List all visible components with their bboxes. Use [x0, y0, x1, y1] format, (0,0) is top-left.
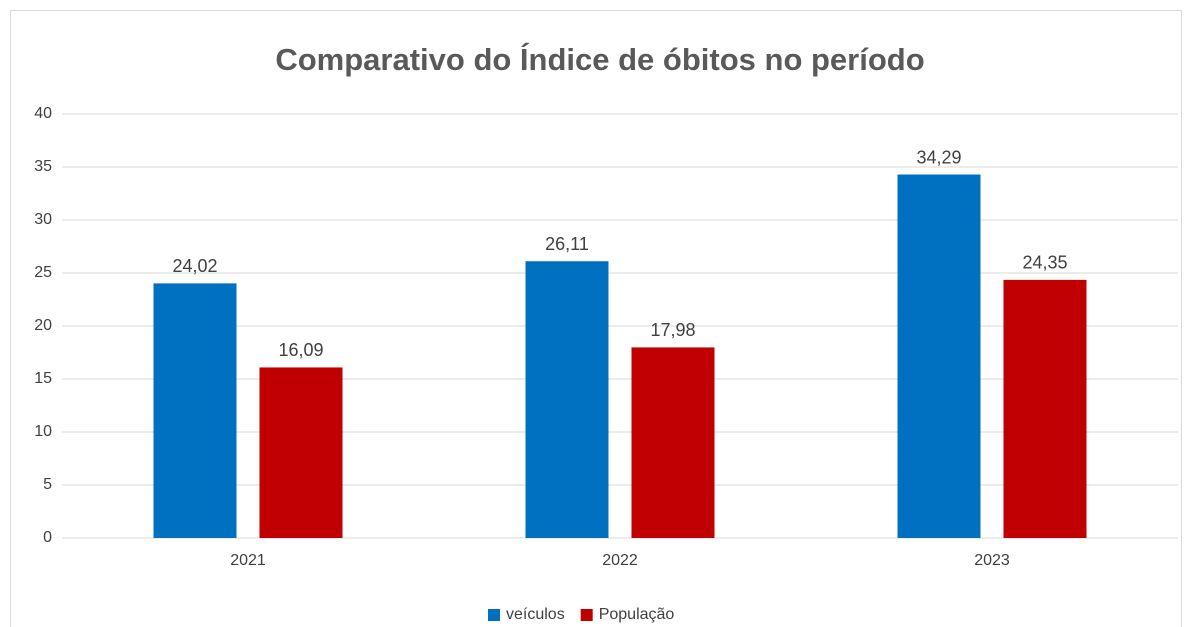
- x-tick-label: 2021: [230, 552, 266, 569]
- bar: [1003, 279, 1087, 538]
- y-tick-label: 25: [34, 264, 52, 281]
- bar: [897, 174, 981, 538]
- y-tick-label: 10: [34, 423, 52, 440]
- data-label: 34,29: [916, 147, 961, 167]
- data-label: 24,35: [1022, 253, 1067, 273]
- chart-title: Comparativo do Índice de óbitos no perío…: [275, 42, 924, 77]
- y-tick-label: 5: [43, 476, 52, 493]
- x-tick-label: 2022: [602, 552, 638, 569]
- bar: [259, 367, 343, 538]
- y-tick-label: 15: [34, 370, 52, 387]
- y-tick-label: 20: [34, 317, 52, 334]
- bar: [525, 261, 609, 538]
- legend-label: veículos: [506, 606, 565, 623]
- data-label: 17,98: [650, 320, 695, 340]
- y-tick-label: 0: [43, 529, 52, 546]
- legend-swatch: [580, 609, 593, 621]
- x-tick-label: 2023: [974, 552, 1010, 569]
- y-tick-label: 35: [34, 158, 52, 175]
- legend-label: População: [599, 606, 675, 623]
- data-label: 26,11: [545, 234, 589, 254]
- legend-swatch: [488, 609, 500, 621]
- bar: [153, 283, 237, 538]
- bar: [631, 347, 715, 538]
- data-label: 16,09: [278, 340, 323, 360]
- data-label: 24,02: [172, 256, 217, 276]
- y-tick-label: 40: [34, 105, 52, 122]
- y-tick-label: 30: [34, 211, 52, 228]
